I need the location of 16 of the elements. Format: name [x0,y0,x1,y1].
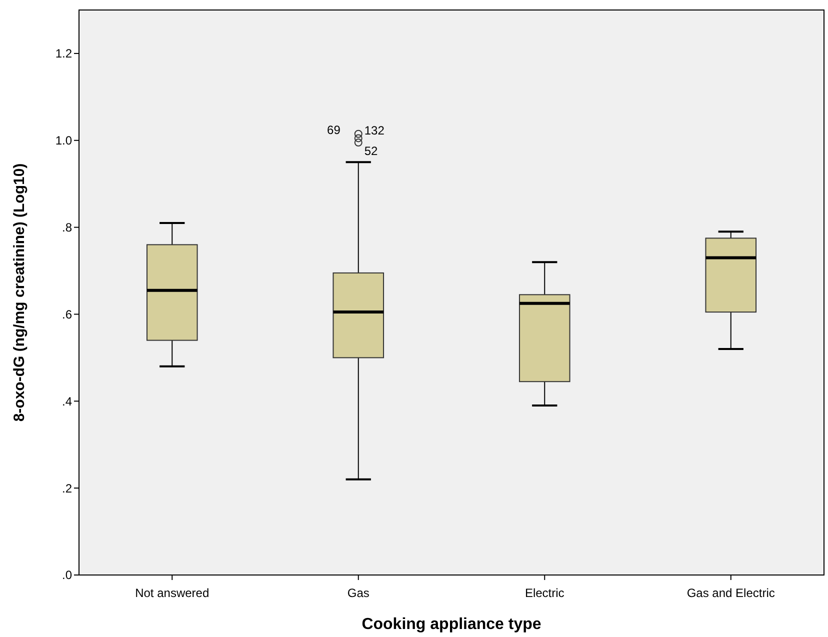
x-axis-title: Cooking appliance type [362,616,542,633]
y-tick-label: .4 [62,394,72,408]
x-tick-label: Electric [524,586,564,600]
y-tick-label: .8 [62,220,72,235]
x-tick-label: Gas and Electric [686,586,775,600]
annotation: 52 [364,144,378,158]
y-tick-label: 1.0 [55,134,72,148]
y-tick-label: 1.2 [55,46,72,61]
annotation: 132 [364,123,385,138]
y-tick-label: .6 [62,307,72,322]
x-tick-label: Gas [347,586,370,600]
y-axis-title: 8-oxo-dG (ng/mg creatinine) (Log10) [11,163,28,422]
x-tick-label: Not answered [135,586,210,600]
y-tick-label: .0 [62,568,72,582]
y-tick-label: .2 [62,481,72,496]
annotation: 69 [327,123,341,138]
